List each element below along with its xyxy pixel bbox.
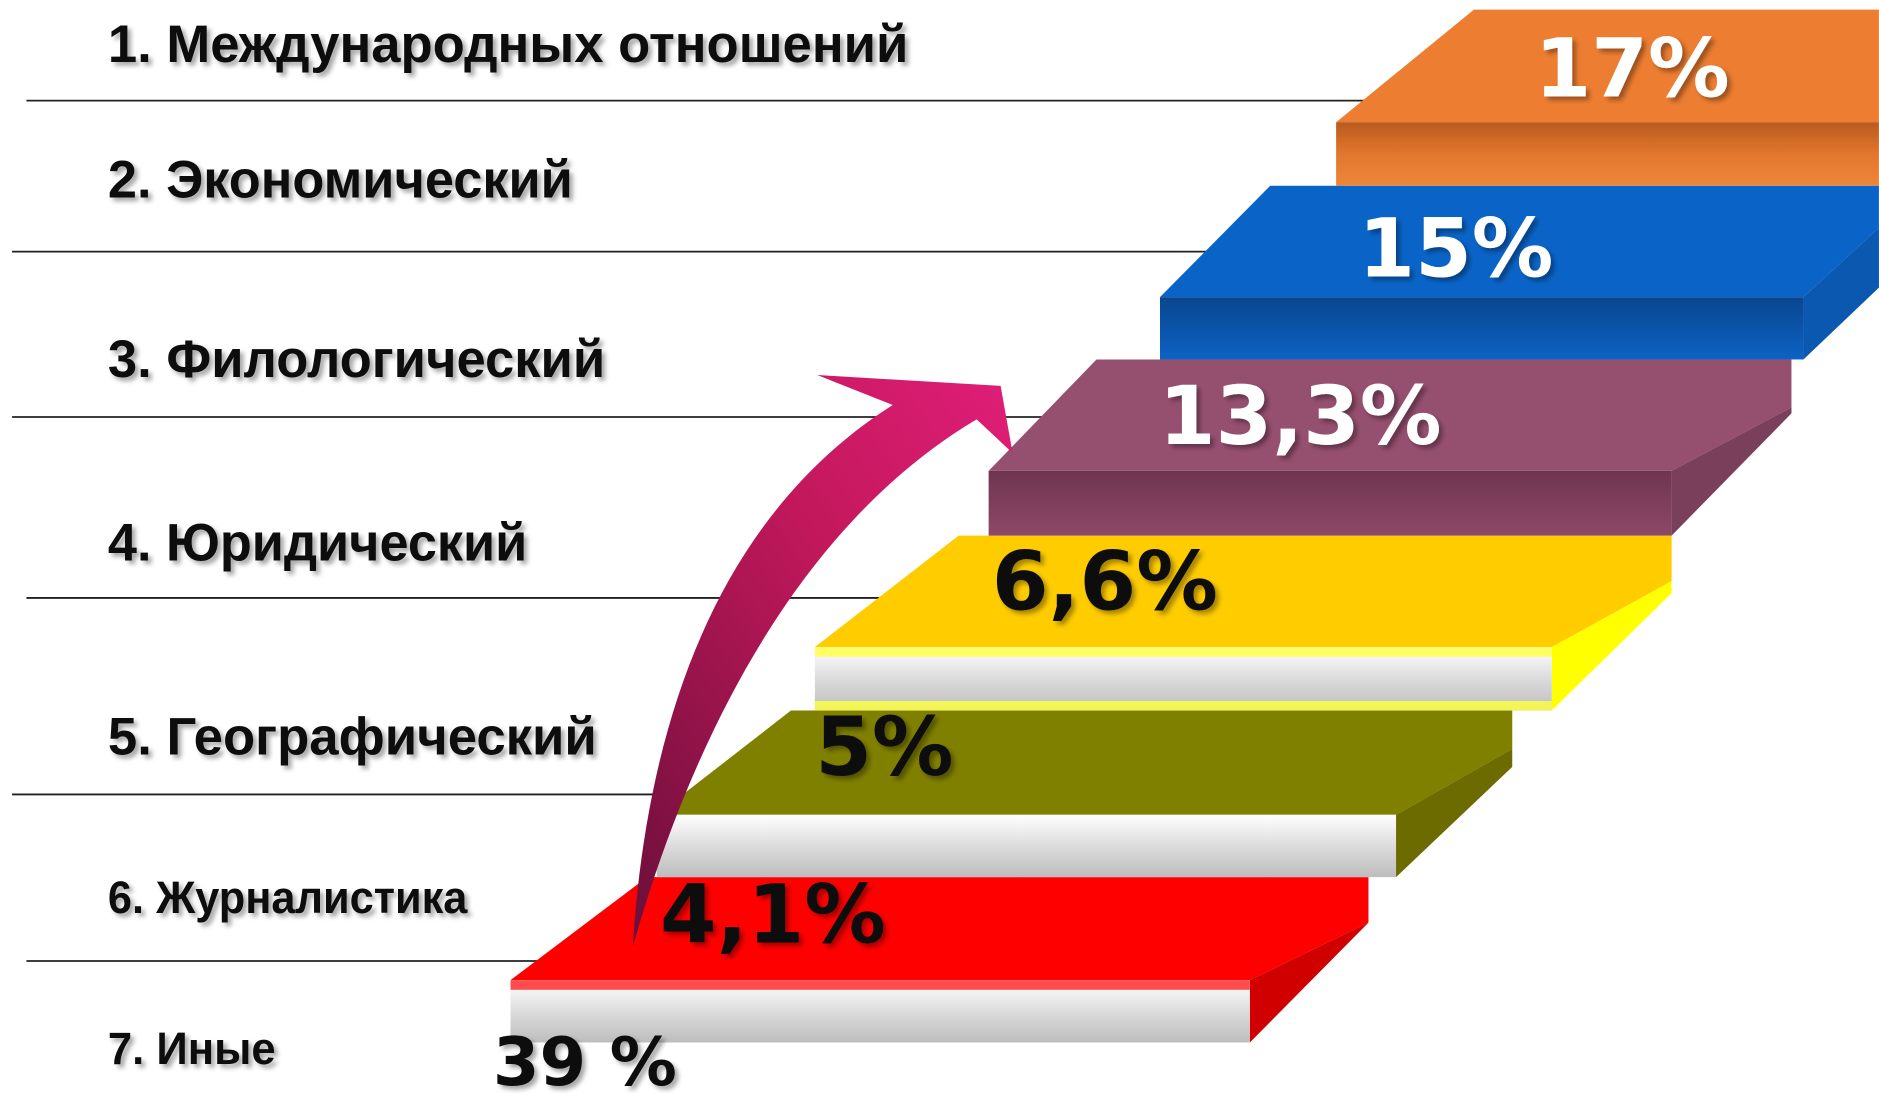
faculty-label: 4. Юридический <box>108 513 527 572</box>
percent-label: 15% <box>1358 201 1553 296</box>
step <box>1159 185 1879 360</box>
faculty-label: 7. Иные <box>108 1023 276 1074</box>
percent-label: 39 % <box>493 1023 677 1094</box>
percent-label: 5% <box>815 700 953 795</box>
step <box>988 359 1792 536</box>
faculty-label: 6. Журналистика <box>108 872 468 923</box>
faculty-label: 2. Экономический <box>108 150 573 209</box>
percent-label: 4,1% <box>660 868 886 963</box>
percent-label: 13,3% <box>1159 369 1442 464</box>
faculty-label: 5. Географический <box>108 707 597 766</box>
step <box>814 535 1672 711</box>
faculty-label: 1. Международных отношений <box>108 15 908 74</box>
percent-label: 17% <box>1535 22 1730 117</box>
arrow <box>632 375 1013 947</box>
faculty-label: 3. Филологический <box>108 330 605 389</box>
step <box>510 877 1369 1043</box>
step <box>1336 9 1879 186</box>
percent-label: 6,6% <box>992 535 1218 630</box>
step <box>656 710 1513 878</box>
